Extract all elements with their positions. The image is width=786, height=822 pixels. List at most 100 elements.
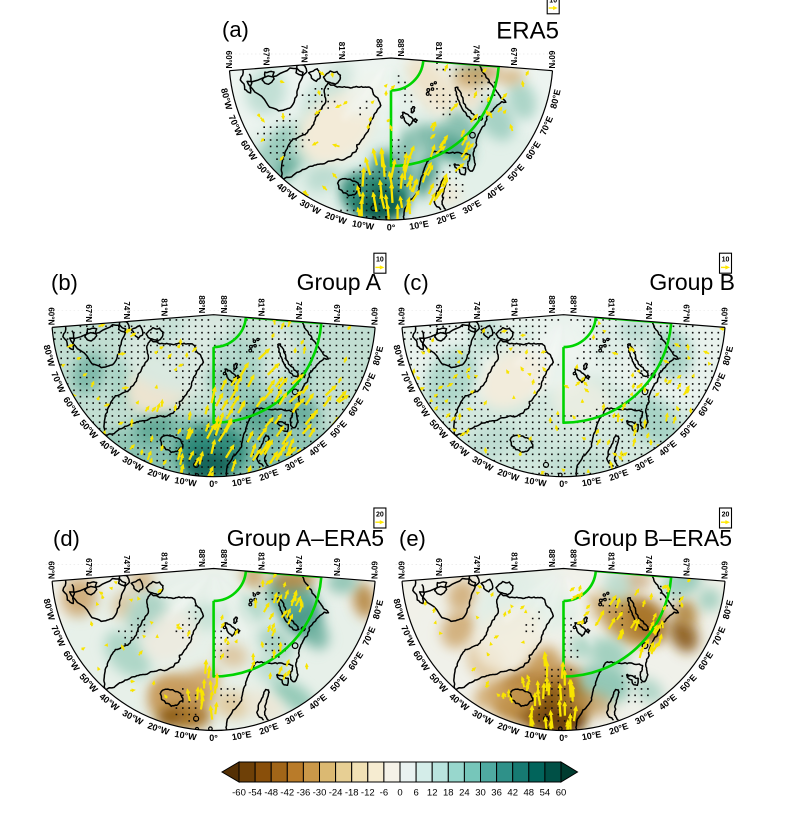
svg-text:81°N: 81°N <box>509 298 518 316</box>
svg-text:80°E: 80°E <box>721 599 735 620</box>
svg-text:88°N: 88°N <box>375 39 384 57</box>
svg-text:74°N: 74°N <box>294 555 303 573</box>
svg-text:10: 10 <box>722 257 730 264</box>
svg-text:81°N: 81°N <box>434 42 443 60</box>
svg-text:30: 30 <box>475 788 486 799</box>
svg-text:88°N: 88°N <box>396 39 405 57</box>
svg-text:88°N: 88°N <box>197 295 206 313</box>
svg-text:74°N: 74°N <box>122 555 131 573</box>
svg-text:10°E: 10°E <box>231 729 252 742</box>
svg-text:74°N: 74°N <box>644 555 653 573</box>
svg-text:0°: 0° <box>209 733 218 743</box>
svg-text:10°E: 10°E <box>581 475 602 488</box>
svg-text:12: 12 <box>427 788 438 799</box>
svg-text:88°N: 88°N <box>569 549 578 567</box>
svg-text:60°N: 60°N <box>370 307 379 325</box>
svg-text:-24: -24 <box>329 788 343 799</box>
svg-text:18: 18 <box>443 788 454 799</box>
svg-text:10°W: 10°W <box>174 729 198 743</box>
svg-text:10°E: 10°E <box>409 219 430 232</box>
svg-text:Group A: Group A <box>297 269 382 295</box>
svg-text:81°N: 81°N <box>509 552 518 570</box>
svg-text:6: 6 <box>413 788 418 799</box>
svg-text:24: 24 <box>459 788 470 799</box>
svg-text:88°N: 88°N <box>219 295 228 313</box>
svg-text:80°E: 80°E <box>548 88 562 109</box>
svg-text:0: 0 <box>397 788 402 799</box>
svg-text:10°E: 10°E <box>231 475 252 488</box>
svg-text:-48: -48 <box>264 788 278 799</box>
svg-text:81°N: 81°N <box>160 552 169 570</box>
svg-text:74°N: 74°N <box>472 555 481 573</box>
svg-text:ERA5: ERA5 <box>496 18 559 45</box>
svg-text:60°N: 60°N <box>224 51 233 69</box>
svg-text:88°N: 88°N <box>547 295 556 313</box>
svg-text:(b): (b) <box>51 270 78 295</box>
svg-text:(d): (d) <box>53 526 80 551</box>
svg-text:-12: -12 <box>361 788 375 799</box>
svg-text:0°: 0° <box>209 479 218 489</box>
svg-text:-6: -6 <box>380 788 388 799</box>
svg-text:80°E: 80°E <box>721 345 735 366</box>
svg-text:67°N: 67°N <box>332 304 341 322</box>
svg-text:67°N: 67°N <box>262 48 271 66</box>
svg-text:88°N: 88°N <box>219 549 228 567</box>
svg-text:-42: -42 <box>280 788 294 799</box>
svg-text:-30: -30 <box>313 788 327 799</box>
svg-text:42: 42 <box>507 788 518 799</box>
svg-text:10: 10 <box>376 257 384 264</box>
svg-text:60°N: 60°N <box>547 51 556 69</box>
svg-text:67°N: 67°N <box>434 558 443 576</box>
svg-text:10: 10 <box>549 0 557 4</box>
svg-text:60°N: 60°N <box>47 561 56 579</box>
svg-text:67°N: 67°N <box>509 48 518 66</box>
svg-text:0°: 0° <box>559 479 568 489</box>
svg-text:(a): (a) <box>222 17 249 42</box>
svg-text:54: 54 <box>540 788 551 799</box>
svg-text:Group B–ERA5: Group B–ERA5 <box>573 525 732 551</box>
svg-text:74°N: 74°N <box>472 301 481 319</box>
svg-text:88°N: 88°N <box>547 549 556 567</box>
svg-text:67°N: 67°N <box>84 304 93 322</box>
svg-text:74°N: 74°N <box>299 45 308 63</box>
svg-text:-18: -18 <box>345 788 359 799</box>
svg-text:(c): (c) <box>403 270 429 295</box>
svg-text:60°N: 60°N <box>719 307 728 325</box>
svg-text:60°N: 60°N <box>370 561 379 579</box>
svg-text:81°N: 81°N <box>257 552 266 570</box>
svg-text:20: 20 <box>722 512 730 519</box>
svg-text:74°N: 74°N <box>122 301 131 319</box>
svg-text:10°W: 10°W <box>174 475 198 489</box>
svg-text:88°N: 88°N <box>569 295 578 313</box>
svg-text:67°N: 67°N <box>682 304 691 322</box>
svg-text:10°W: 10°W <box>524 729 548 743</box>
svg-text:60°N: 60°N <box>719 561 728 579</box>
svg-text:74°N: 74°N <box>472 45 481 63</box>
svg-text:10°W: 10°W <box>524 475 548 489</box>
svg-text:74°N: 74°N <box>294 301 303 319</box>
svg-text:67°N: 67°N <box>84 558 93 576</box>
svg-text:10°E: 10°E <box>581 729 602 742</box>
svg-text:81°N: 81°N <box>257 298 266 316</box>
svg-text:81°N: 81°N <box>337 42 346 60</box>
svg-text:36: 36 <box>491 788 502 799</box>
svg-text:67°N: 67°N <box>332 558 341 576</box>
svg-text:0°: 0° <box>559 733 568 743</box>
svg-text:60: 60 <box>556 788 567 799</box>
svg-text:0°: 0° <box>387 223 396 233</box>
svg-text:80°E: 80°E <box>371 599 385 620</box>
svg-text:Group A–ERA5: Group A–ERA5 <box>227 525 384 551</box>
svg-text:60°N: 60°N <box>396 307 405 325</box>
svg-text:74°N: 74°N <box>644 301 653 319</box>
svg-text:-60: -60 <box>232 788 246 799</box>
svg-text:81°N: 81°N <box>606 552 615 570</box>
svg-text:67°N: 67°N <box>682 558 691 576</box>
svg-text:80°E: 80°E <box>371 345 385 366</box>
svg-text:(e): (e) <box>399 526 426 551</box>
svg-text:67°N: 67°N <box>434 304 443 322</box>
svg-text:60°N: 60°N <box>47 307 56 325</box>
svg-text:48: 48 <box>524 788 535 799</box>
svg-text:88°N: 88°N <box>197 549 206 567</box>
svg-text:10°W: 10°W <box>351 218 375 232</box>
svg-text:81°N: 81°N <box>160 298 169 316</box>
